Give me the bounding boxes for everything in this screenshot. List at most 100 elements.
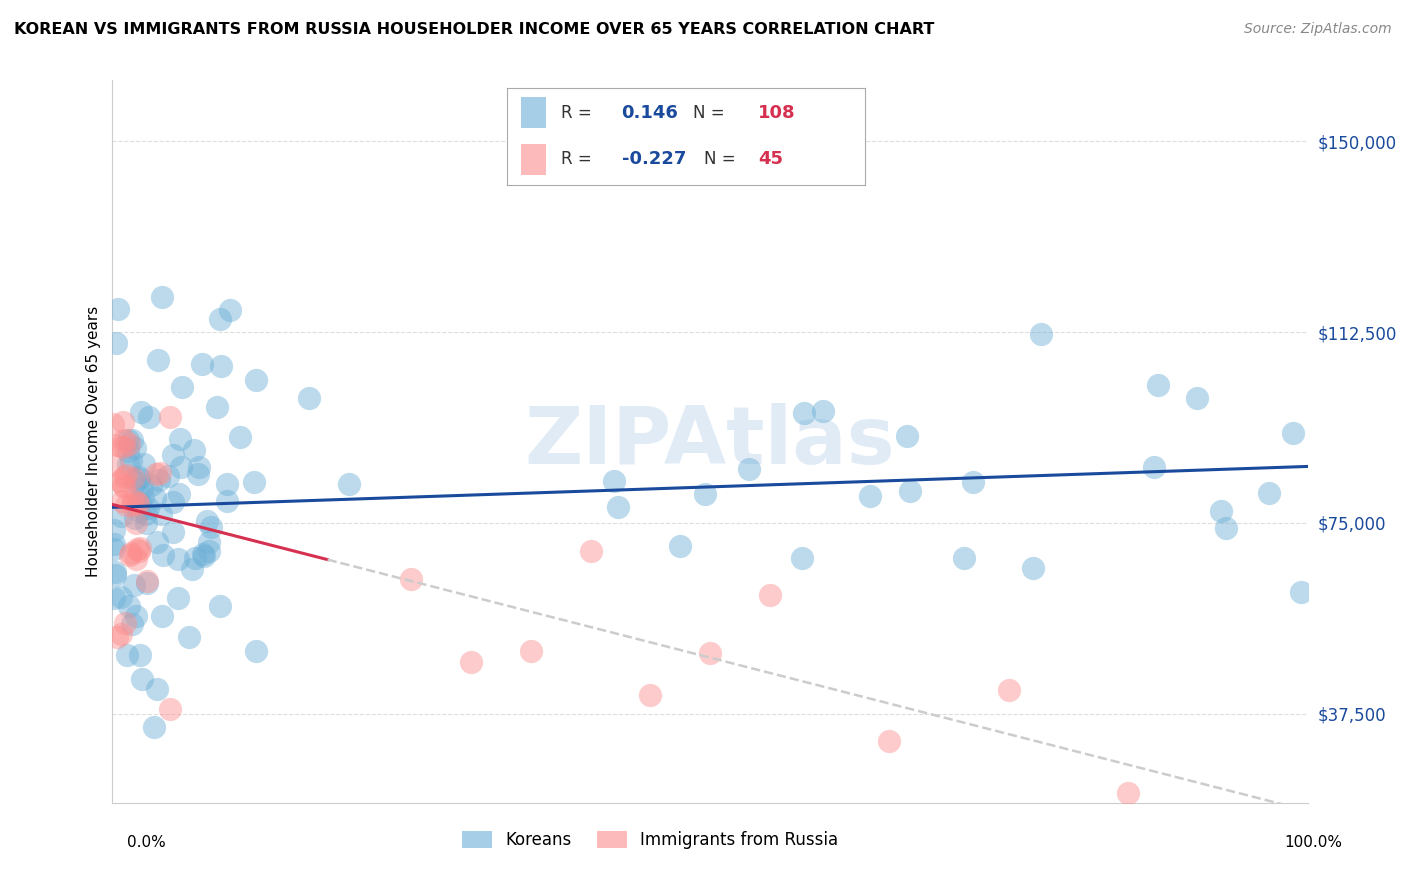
Point (191, 547, 214, 561)
Point (152, 548, 174, 562)
Point (896, 429, 918, 443)
Point (759, 588, 782, 602)
Point (179, 630, 201, 644)
Point (146, 535, 169, 549)
Point (156, 468, 179, 483)
Point (120, 546, 142, 560)
Point (115, 648, 138, 662)
Point (205, 400, 228, 414)
Point (187, 467, 209, 481)
Point (879, 734, 901, 748)
Point (209, 599, 232, 613)
Point (962, 475, 984, 490)
Point (460, 655, 482, 669)
Point (105, 630, 128, 644)
Point (209, 359, 232, 373)
Point (128, 472, 150, 486)
Point (108, 474, 131, 488)
Point (129, 496, 152, 510)
Point (640, 688, 662, 702)
Point (150, 290, 173, 304)
Point (135, 574, 157, 588)
Point (118, 436, 141, 450)
Point (125, 516, 148, 530)
Point (117, 433, 139, 447)
Point (103, 537, 125, 551)
Point (191, 357, 214, 371)
Point (169, 487, 191, 501)
Point (603, 474, 626, 488)
Point (128, 504, 150, 518)
Point (170, 460, 193, 475)
Text: Source: ZipAtlas.com: Source: ZipAtlas.com (1244, 22, 1392, 37)
Point (128, 648, 150, 663)
Point (148, 473, 170, 487)
Point (1029, 326, 1052, 341)
Point (699, 646, 721, 660)
Point (180, 562, 202, 576)
Point (167, 551, 190, 566)
Point (104, 335, 127, 350)
Point (183, 550, 205, 565)
Point (114, 616, 136, 631)
Point (166, 591, 188, 605)
Point (159, 409, 181, 424)
Point (111, 493, 134, 508)
Point (146, 353, 169, 368)
Text: 0.0%: 0.0% (127, 836, 166, 850)
Point (1022, 561, 1045, 575)
Point (121, 471, 143, 485)
Point (132, 457, 155, 471)
Point (998, 682, 1021, 697)
Point (141, 478, 163, 492)
Point (245, 374, 267, 388)
Point (217, 493, 239, 508)
Point (193, 549, 215, 563)
Point (138, 410, 160, 425)
Point (162, 448, 184, 462)
Point (129, 541, 152, 555)
Point (738, 462, 761, 476)
Point (132, 490, 155, 504)
Point (131, 672, 153, 686)
Point (112, 470, 135, 484)
Point (124, 442, 146, 456)
Point (135, 507, 157, 521)
Point (1118, 786, 1140, 800)
Point (187, 460, 209, 475)
Point (1143, 460, 1166, 475)
Point (128, 544, 150, 558)
Point (115, 498, 138, 512)
Point (112, 415, 135, 429)
Point (131, 480, 153, 494)
Point (1215, 521, 1237, 535)
Point (1282, 425, 1305, 440)
Point (811, 403, 834, 417)
Point (143, 720, 166, 734)
Point (401, 572, 423, 586)
Point (118, 548, 141, 562)
Point (669, 539, 692, 553)
Point (112, 477, 135, 491)
Point (112, 433, 135, 447)
Text: ZIPAtlas: ZIPAtlas (524, 402, 896, 481)
Point (124, 609, 146, 624)
Point (101, 458, 124, 472)
Point (105, 438, 128, 452)
Point (121, 499, 143, 513)
Point (114, 480, 135, 494)
Point (117, 443, 139, 458)
Point (124, 475, 146, 489)
Text: KOREAN VS IMMIGRANTS FROM RUSSIA HOUSEHOLDER INCOME OVER 65 YEARS CORRELATION CH: KOREAN VS IMMIGRANTS FROM RUSSIA HOUSEHO… (14, 22, 935, 37)
Point (793, 406, 815, 420)
Point (121, 492, 143, 507)
Point (120, 454, 142, 468)
Point (859, 489, 882, 503)
Point (125, 551, 148, 566)
Point (110, 509, 132, 524)
Point (145, 467, 167, 482)
Point (117, 599, 139, 614)
Point (209, 312, 232, 326)
Point (110, 590, 132, 604)
Point (114, 440, 135, 454)
